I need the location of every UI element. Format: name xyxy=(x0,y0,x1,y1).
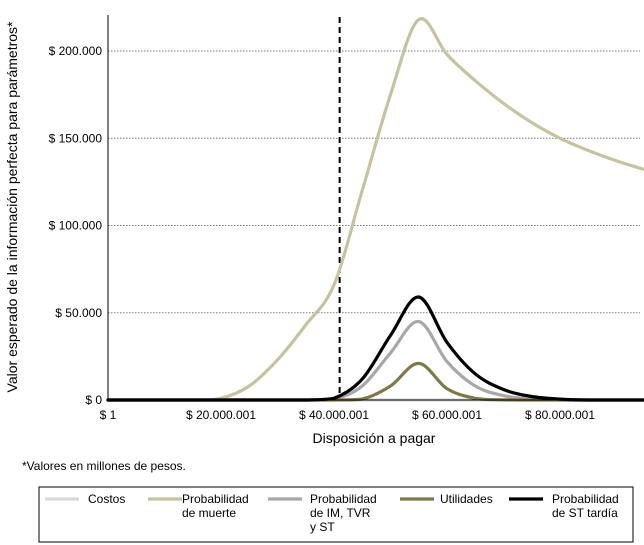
footnote: *Valores en millones de pesos. xyxy=(22,459,186,473)
legend-label-utilidades: Utilidades xyxy=(440,492,493,506)
axes xyxy=(107,15,640,401)
x-tick-label: $ 60.000.001 xyxy=(412,408,482,422)
x-tick-label: $ 1 xyxy=(100,408,117,422)
y-tick-label: $ 50.000 xyxy=(55,306,102,320)
legend-label-costos: Costos xyxy=(88,492,125,506)
x-tick-labels: $ 1 $ 20.000.001 $ 40.000.001 $ 60.000.001 $… xyxy=(100,408,596,422)
y-tick-label: $ 200.000 xyxy=(49,44,103,58)
legend-box xyxy=(38,486,634,543)
legend-label-probabilidad-de-im-tvr-y-st: Probabilidad xyxy=(310,492,377,506)
y-tick-label: $ 150.000 xyxy=(49,131,103,145)
series-line-probabilidad-de-muerte xyxy=(106,17,644,402)
x-tick-label: $ 40.000.001 xyxy=(299,408,369,422)
legend-label-probabilidad-de-im-tvr-y-st: y ST xyxy=(310,520,335,534)
legend-label-probabilidad-de-muerte: de muerte xyxy=(182,506,236,520)
y-tick-labels: $ 0 $ 50.000 $ 100.000 $ 150.000 $ 200.000 xyxy=(49,44,103,407)
x-tick-label: $ 20.000.001 xyxy=(186,408,256,422)
y-tick-label: $ 0 xyxy=(85,393,102,407)
legend-label-probabilidad-de-st-tardia: de ST tardía xyxy=(552,506,618,520)
y-tick-label: $ 100.000 xyxy=(49,219,103,233)
legend-label-probabilidad-de-muerte: Probabilidad xyxy=(182,492,249,506)
series-lines xyxy=(106,17,644,402)
gridlines xyxy=(108,50,640,314)
x-axis-title: Disposición a pagar xyxy=(313,430,436,446)
legend-label-probabilidad-de-st-tardia: Probabilidad xyxy=(552,492,619,506)
legend-label-probabilidad-de-im-tvr-y-st: de IM, TVR xyxy=(310,506,371,520)
x-tick-label: $ 80.000.001 xyxy=(525,408,595,422)
y-axis-title: Valor esperado de la información perfect… xyxy=(4,21,20,392)
